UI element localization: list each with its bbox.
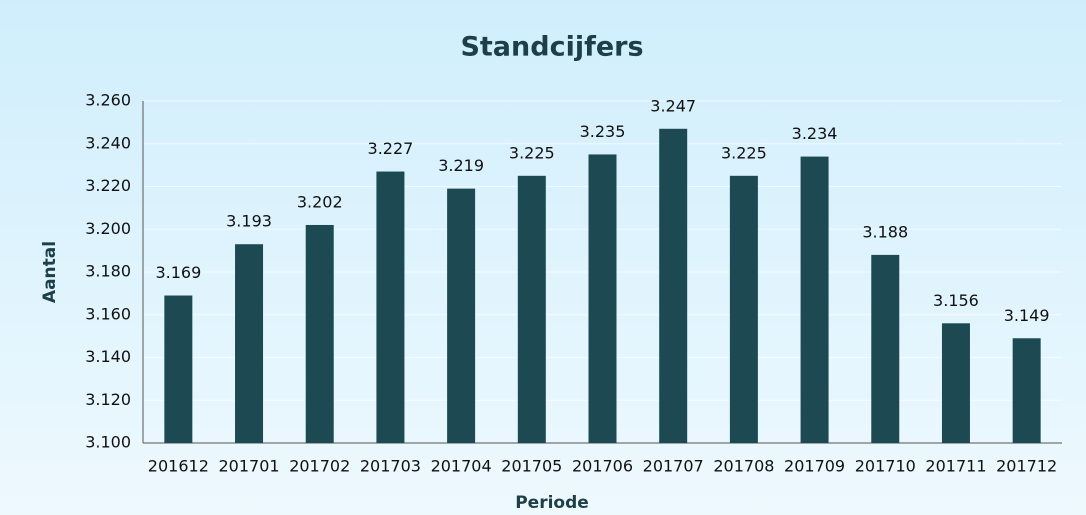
x-tick-label: 201701 — [218, 457, 279, 476]
data-label: 3.235 — [580, 122, 626, 141]
data-label: 3.149 — [1004, 306, 1050, 325]
data-label: 3.219 — [438, 156, 484, 175]
x-tick-label: 201612 — [148, 457, 209, 476]
bar — [659, 128, 688, 443]
chart-title: Standcijfers — [460, 32, 643, 63]
bar — [871, 254, 900, 443]
x-tick-label: 201705 — [501, 457, 562, 476]
y-tick-label: 3.160 — [85, 304, 131, 323]
data-label: 3.227 — [368, 139, 414, 158]
x-tick-label: 201703 — [360, 457, 421, 476]
bar — [447, 188, 476, 443]
bar — [588, 154, 617, 443]
bar — [1012, 338, 1041, 443]
y-tick-label: 3.240 — [85, 133, 131, 152]
y-axis-title: Aantal — [40, 241, 60, 303]
bar — [376, 171, 405, 443]
y-tick-label: 3.260 — [85, 91, 131, 110]
y-tick-label: 3.140 — [85, 347, 131, 366]
x-tick-label: 201711 — [925, 457, 986, 476]
x-tick-label: 201712 — [996, 457, 1057, 476]
bar — [305, 224, 334, 443]
data-label: 3.225 — [509, 143, 555, 162]
bar — [164, 295, 193, 443]
bar — [800, 156, 829, 443]
x-tick-label: 201709 — [784, 457, 845, 476]
x-tick-label: 201708 — [713, 457, 774, 476]
bar — [729, 175, 758, 443]
y-tick-label: 3.200 — [85, 219, 131, 238]
x-tick-label: 201710 — [855, 457, 916, 476]
data-label: 3.156 — [933, 291, 979, 310]
x-tick-label: 201707 — [643, 457, 704, 476]
x-axis-title: Periode — [515, 493, 589, 513]
data-label: 3.169 — [155, 263, 201, 282]
x-tick-label: 201702 — [289, 457, 350, 476]
bar — [235, 244, 264, 443]
data-label: 3.193 — [226, 212, 272, 231]
y-tick-label: 3.100 — [85, 433, 131, 452]
y-tick-label: 3.220 — [85, 176, 131, 195]
data-label: 3.234 — [792, 124, 838, 143]
data-label: 3.247 — [650, 96, 696, 115]
data-label: 3.188 — [862, 222, 908, 241]
y-tick-label: 3.180 — [85, 262, 131, 281]
bar — [941, 323, 970, 443]
data-label: 3.225 — [721, 143, 767, 162]
data-label: 3.202 — [297, 192, 343, 211]
x-tick-label: 201704 — [431, 457, 492, 476]
bar — [517, 175, 546, 443]
x-tick-label: 201706 — [572, 457, 633, 476]
y-tick-label: 3.120 — [85, 390, 131, 409]
